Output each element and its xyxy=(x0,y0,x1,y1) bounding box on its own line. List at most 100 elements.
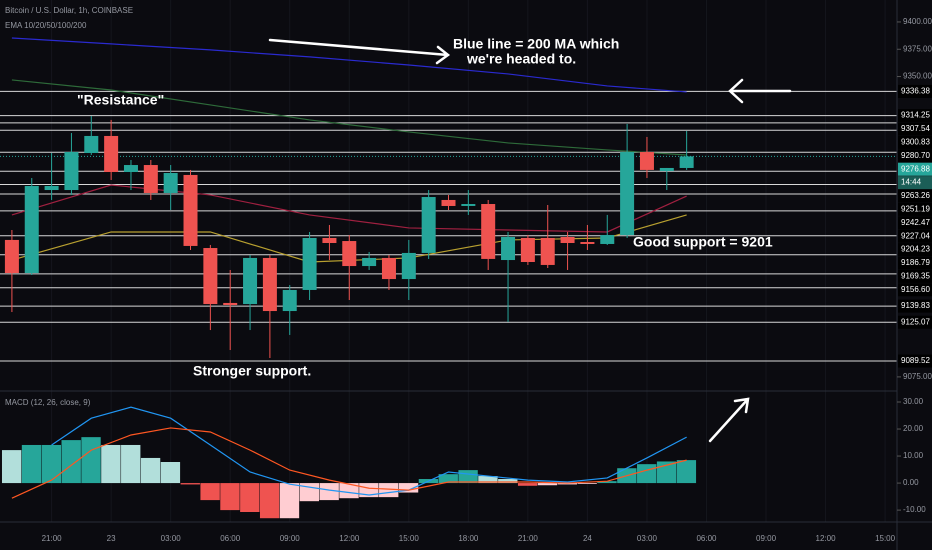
price-label: 9204.23 xyxy=(901,245,930,254)
x-tick-label: 15:00 xyxy=(875,534,896,543)
histogram-bar xyxy=(458,470,478,484)
histogram-bar xyxy=(61,440,81,484)
histogram-bar xyxy=(438,474,458,484)
price-label-box xyxy=(898,189,932,203)
x-tick-label: 15:00 xyxy=(399,534,420,543)
candle-body xyxy=(639,152,654,170)
histogram-bar xyxy=(180,483,200,485)
histogram-bar xyxy=(597,481,617,484)
price-label: 9156.60 xyxy=(901,285,930,294)
price-label-box xyxy=(898,216,932,230)
candle-body xyxy=(560,236,575,243)
candle-body xyxy=(362,257,377,267)
histogram-bar xyxy=(160,462,181,484)
histogram-bar xyxy=(339,483,359,499)
candle-body xyxy=(143,165,158,193)
price-label-box xyxy=(898,149,932,163)
x-tick-label: 03:00 xyxy=(637,534,658,543)
moving-average-line xyxy=(11,184,687,233)
histogram-bar xyxy=(200,483,220,501)
candle-body xyxy=(24,185,39,274)
price-label-box xyxy=(898,176,932,190)
price-label: 9276.88 xyxy=(901,164,930,173)
candle-body xyxy=(600,235,615,244)
x-tick-label: 12:00 xyxy=(339,534,360,543)
symbol-title: Bitcoin / U.S. Dollar, 1h, COINBASE xyxy=(5,6,133,15)
price-label-box xyxy=(898,122,932,136)
histogram-bar xyxy=(577,483,597,484)
y-tick-label: 0.00 xyxy=(903,478,919,487)
y-tick-label: 9400.00 xyxy=(903,17,932,26)
price-label: 9300.83 xyxy=(901,138,930,147)
annotation: Stronger support. xyxy=(193,363,311,379)
x-tick-label: 09:00 xyxy=(756,534,777,543)
candle-body xyxy=(44,185,59,191)
price-label: 9280.70 xyxy=(901,151,930,160)
annotation: we're headed to. xyxy=(466,51,576,67)
price-label: 9242.47 xyxy=(901,218,930,227)
annotation: "Resistance" xyxy=(77,92,164,108)
macd-line xyxy=(11,427,687,499)
price-label: 9169.35 xyxy=(901,272,930,281)
histogram-bar xyxy=(478,476,498,484)
moving-average-line xyxy=(11,79,687,156)
price-label-box xyxy=(898,229,932,243)
price-label-box xyxy=(898,269,932,283)
histogram-bar xyxy=(379,483,399,498)
histogram-bar xyxy=(41,444,62,484)
y-tick-label: 30.00 xyxy=(903,397,924,406)
histogram-bar xyxy=(398,483,419,493)
histogram-bar xyxy=(121,444,141,484)
price-label: 9263.26 xyxy=(901,191,930,200)
candle-body xyxy=(421,197,436,253)
candle-body xyxy=(620,152,635,236)
levels xyxy=(0,90,897,362)
candle-body xyxy=(203,248,218,305)
histogram-bar xyxy=(279,483,300,519)
histogram-bar xyxy=(220,483,240,511)
x-tick-label: 24 xyxy=(583,534,592,543)
x-tick-label: 03:00 xyxy=(161,534,182,543)
arrow xyxy=(708,397,750,443)
indicator-title: EMA 10/20/50/100/200 xyxy=(5,21,87,30)
price-label: 9314.25 xyxy=(901,111,930,120)
price-label-box xyxy=(898,256,932,270)
candle-body xyxy=(302,237,317,290)
price-label-box xyxy=(898,354,932,368)
candle-body xyxy=(64,152,79,191)
histogram-bar xyxy=(101,444,121,484)
histogram-bar xyxy=(557,483,577,485)
candle-body xyxy=(282,289,297,312)
histogram-bar xyxy=(81,437,101,484)
histogram-bar xyxy=(21,444,42,484)
histogram-bar xyxy=(319,483,339,501)
arrow xyxy=(728,78,792,104)
price-label-box xyxy=(898,135,932,149)
grid xyxy=(51,0,886,522)
histogram-bar xyxy=(140,457,161,484)
candle-body xyxy=(342,241,357,267)
x-tick-label: 06:00 xyxy=(220,534,241,543)
price-axis: 21:00 23 03:00 06:00 09:00 12:00 15:00 18:00 21:… xyxy=(42,17,932,543)
price-label: 9186.79 xyxy=(901,258,930,267)
candle-body xyxy=(4,239,19,274)
candle-body xyxy=(104,135,119,173)
price-label: 9307.54 xyxy=(901,124,930,133)
candle-body xyxy=(481,204,496,259)
histogram-bar xyxy=(498,479,518,484)
histogram-bar xyxy=(240,483,260,512)
candle-body xyxy=(540,237,555,265)
y-tick-label: -10.00 xyxy=(903,505,926,514)
y-tick-label: 9375.00 xyxy=(903,44,932,53)
price-label-box xyxy=(898,299,932,313)
candle-body xyxy=(461,204,476,206)
candle-body xyxy=(679,156,694,168)
histogram-bar xyxy=(637,464,657,484)
histogram-bar xyxy=(259,483,280,519)
histogram-bar xyxy=(537,483,558,486)
candle-body xyxy=(659,167,674,172)
x-tick-label: 21:00 xyxy=(42,534,63,543)
arrows xyxy=(268,38,792,443)
histogram-bar xyxy=(517,483,538,486)
